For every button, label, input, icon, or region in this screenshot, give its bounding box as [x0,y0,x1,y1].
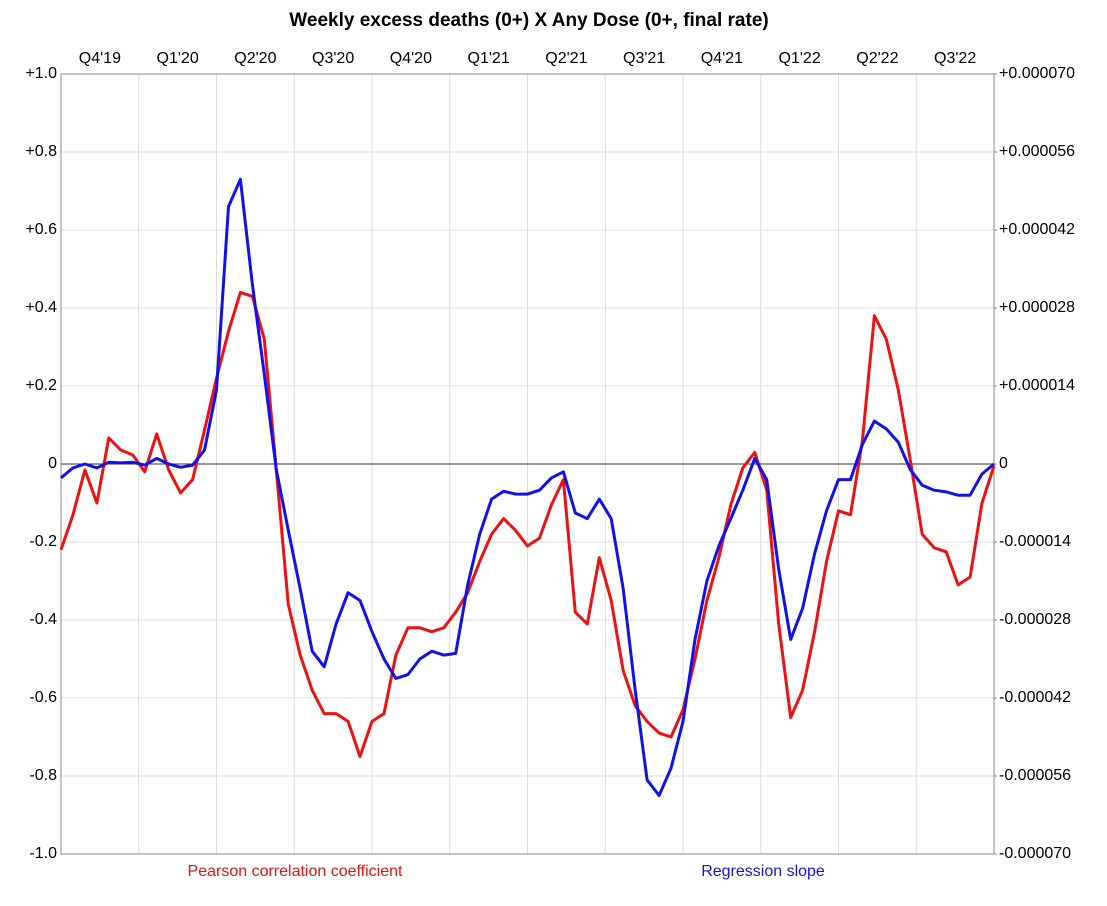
legend-label: Regression slope [701,863,825,880]
y-tick-label: +0.2 [25,377,57,394]
x-tick-label: Q2'22 [856,50,898,67]
chart-title: Weekly excess deaths (0+) X Any Dose (0+… [289,10,768,31]
y-tick-label: +1.0 [25,65,57,82]
y-tick-label: -0.2 [29,533,57,550]
y2-tick-label: -0.000070 [999,845,1071,862]
y2-tick-label: -0.000014 [999,533,1071,550]
y-tick-label: +0.4 [25,299,57,316]
y2-tick-label: +0.000042 [999,221,1075,238]
y-tick-label: +0.6 [25,221,57,238]
legend-label: Pearson correlation coefficient [188,863,403,880]
series-line [60,177,995,797]
y2-tick-label: +0.000056 [999,143,1075,160]
x-tick-label: Q3'20 [312,50,354,67]
x-tick-label: Q4'20 [390,50,432,67]
y2-tick-label: +0.000028 [999,299,1075,316]
y-tick-label: 0 [48,455,57,472]
y2-tick-label: -0.000028 [999,611,1071,628]
x-tick-label: Q1'20 [157,50,199,67]
x-tick-label: Q1'22 [779,50,821,67]
y-tick-label: -1.0 [29,845,57,862]
x-tick-label: Q4'21 [701,50,743,67]
y-tick-label: -0.8 [29,767,57,784]
x-tick-label: Q4'19 [79,50,121,67]
y2-tick-label: +0.000014 [999,377,1075,394]
x-tick-label: Q1'21 [468,50,510,67]
y-tick-label: +0.8 [25,143,57,160]
y2-tick-label: 0 [999,455,1008,472]
x-tick-label: Q3'22 [934,50,976,67]
y-tick-label: -0.6 [29,689,57,706]
y2-tick-label: +0.000070 [999,65,1075,82]
y2-tick-label: -0.000056 [999,767,1071,784]
x-tick-label: Q3'21 [623,50,665,67]
x-tick-label: Q2'21 [545,50,587,67]
y2-tick-label: -0.000042 [999,689,1071,706]
x-tick-label: Q2'20 [234,50,276,67]
y-tick-label: -0.4 [29,611,57,628]
